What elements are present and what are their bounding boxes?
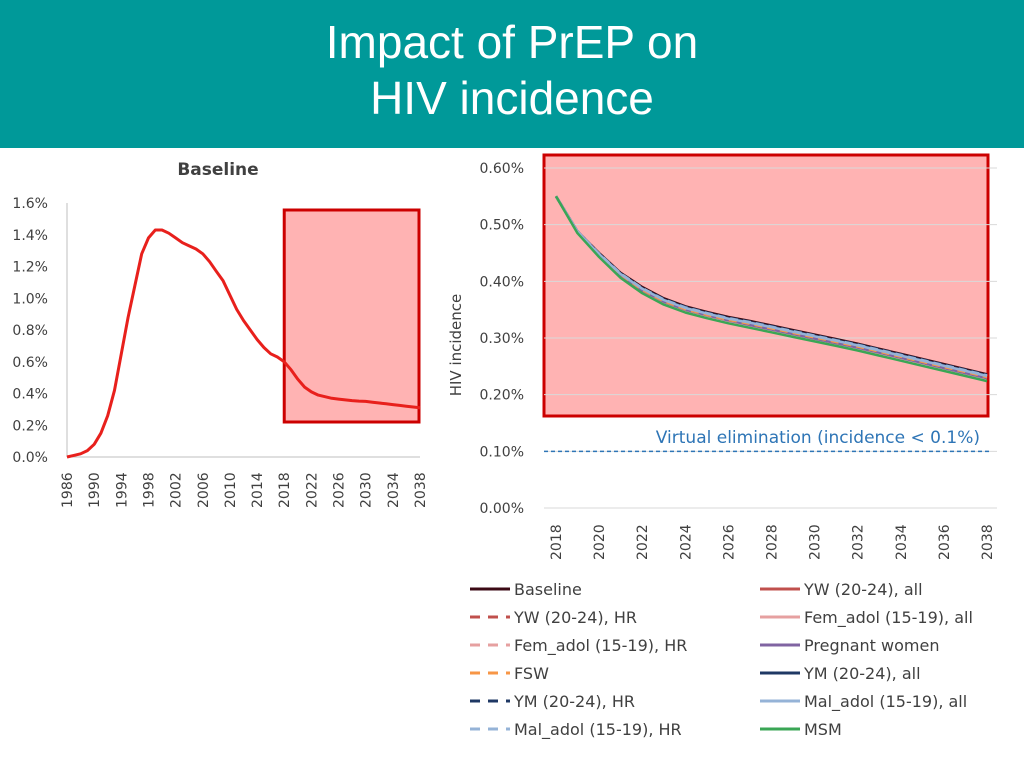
legend-label: Mal_adol (15-19), HR	[514, 719, 682, 739]
left-x-tick-label: 1994	[114, 472, 130, 508]
left-x-tick-label: 2030	[359, 472, 375, 508]
left-x-tick-label: 2034	[386, 472, 402, 508]
left-x-tick-label: 1998	[141, 472, 157, 508]
legend-label: Pregnant women	[804, 635, 940, 655]
left-x-tick-label: 2026	[332, 472, 348, 508]
legend-label: FSW	[514, 663, 549, 683]
legend-label: MSM	[804, 719, 842, 739]
right-x-tick-label: 2028	[765, 524, 781, 560]
legend-label: Mal_adol (15-19), all	[804, 691, 968, 711]
legend-swatch	[760, 587, 800, 591]
legend-item: Fem_adol (15-19), all	[760, 606, 1010, 628]
right-y-tick-label: 0.20%	[480, 388, 524, 404]
left-y-tick-label: 1.6%	[12, 196, 48, 212]
legend-swatch	[470, 587, 510, 591]
right-x-tick-label: 2024	[678, 524, 694, 560]
left-x-tick-label: 1990	[87, 472, 103, 508]
left-y-tick-label: 0.0%	[12, 450, 48, 466]
legend-swatch	[470, 727, 510, 731]
legend-swatch	[760, 615, 800, 619]
legend-label: YM (20-24), HR	[514, 691, 635, 711]
legend-swatch	[470, 671, 510, 675]
left-y-tick-label: 0.8%	[12, 323, 48, 339]
right-x-tick-label: 2020	[592, 524, 608, 560]
right-x-tick-label: 2022	[635, 524, 651, 560]
baseline-series-line	[66, 228, 421, 459]
legend-swatch	[470, 699, 510, 703]
slide-title-line2: HIV incidence	[370, 72, 654, 124]
right-y-tick-label: 0.10%	[480, 444, 524, 460]
legend-swatch	[760, 643, 800, 647]
legend-label: YW (20-24), all	[804, 579, 923, 599]
title-banner	[0, 0, 1024, 148]
slide-title-line1: Impact of PrEP on	[325, 16, 699, 68]
legend-label: Fem_adol (15-19), all	[804, 607, 973, 627]
legend-swatch	[470, 615, 510, 619]
legend-swatch	[760, 671, 800, 675]
left-x-tick-label: 2018	[277, 472, 293, 508]
legend-item: Pregnant women	[760, 634, 1010, 656]
legend-item: Mal_adol (15-19), HR	[470, 718, 760, 740]
left-y-tick-label: 0.4%	[12, 387, 48, 403]
left-highlight-box	[282, 208, 421, 424]
right-x-tick-label: 2036	[937, 524, 953, 560]
left-x-tick-label: 2022	[304, 472, 320, 508]
left-y-tick-label: 1.0%	[12, 291, 48, 307]
scenario-series-line	[554, 195, 988, 377]
legend-item: YW (20-24), all	[760, 578, 1010, 600]
right-x-tick-label: 2032	[851, 524, 867, 560]
slide-title: Impact of PrEP on HIV incidence	[0, 14, 1024, 126]
elimination-threshold-label: Virtual elimination (incidence < 0.1%)	[656, 428, 980, 448]
chart-legend: Baseline YW (20-24), all YW (20-24), HR Fem…	[470, 578, 1010, 740]
right-y-tick-label: 0.30%	[480, 331, 524, 347]
left-x-tick-label: 2010	[223, 472, 239, 508]
right-y-tick-label: 0.40%	[480, 274, 524, 290]
right-x-tick-label: 2030	[808, 524, 824, 560]
left-x-tick-label: 2038	[413, 472, 429, 508]
legend-item: Fem_adol (15-19), HR	[470, 634, 760, 656]
legend-label: Fem_adol (15-19), HR	[514, 635, 688, 655]
legend-item: FSW	[470, 662, 760, 684]
right-x-tick-label: 2018	[549, 524, 565, 560]
left-chart-title: Baseline	[177, 160, 258, 180]
legend-swatch	[760, 699, 800, 703]
left-y-tick-label: 1.2%	[12, 260, 48, 276]
right-y-axis-label: HIV incidence	[447, 294, 465, 397]
legend-item: MSM	[760, 718, 1010, 740]
legend-label: YM (20-24), all	[804, 663, 921, 683]
legend-swatch	[470, 643, 510, 647]
left-x-tick-label: 2002	[169, 472, 185, 508]
legend-item: YM (20-24), all	[760, 662, 1010, 684]
left-x-tick-label: 1986	[60, 472, 76, 508]
right-y-tick-label: 0.00%	[480, 501, 524, 517]
right-highlight-box	[542, 153, 990, 418]
legend-swatch	[760, 727, 800, 731]
left-x-tick-label: 2014	[250, 472, 266, 508]
right-x-tick-label: 2034	[894, 524, 910, 560]
legend-item: YW (20-24), HR	[470, 606, 760, 628]
right-y-tick-label: 0.60%	[480, 161, 524, 177]
scenario-series-line	[554, 195, 988, 383]
right-x-tick-label: 2038	[980, 524, 996, 560]
right-x-tick-label: 2026	[721, 524, 737, 560]
left-y-tick-label: 0.2%	[12, 418, 48, 434]
left-x-tick-label: 2006	[196, 472, 212, 508]
legend-item: YM (20-24), HR	[470, 690, 760, 712]
legend-item: Mal_adol (15-19), all	[760, 690, 1010, 712]
legend-label: Baseline	[514, 579, 582, 599]
right-y-tick-label: 0.50%	[480, 218, 524, 234]
legend-item: Baseline	[470, 578, 760, 600]
legend-label: YW (20-24), HR	[514, 607, 637, 627]
left-y-tick-label: 1.4%	[12, 228, 48, 244]
left-y-tick-label: 0.6%	[12, 355, 48, 371]
